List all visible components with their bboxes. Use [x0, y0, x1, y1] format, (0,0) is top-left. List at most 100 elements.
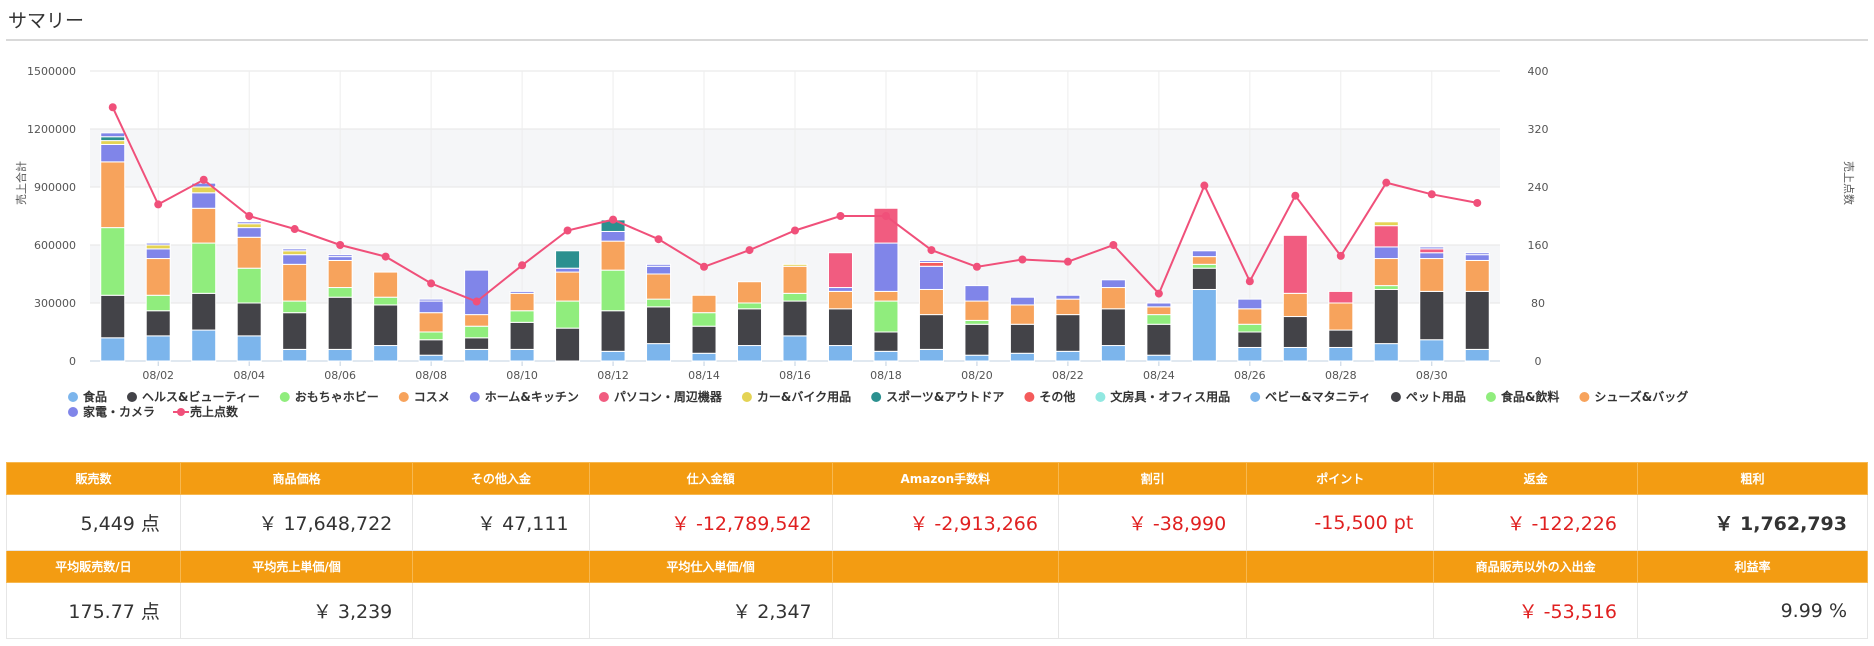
bar-segment — [282, 250, 308, 256]
summary-value-row-2: 175.77 点 ￥ 3,239 ￥ 2,347 ￥ -53,516 9.99 … — [6, 582, 1869, 639]
bar-segment — [464, 348, 490, 362]
bar-segment — [1419, 246, 1445, 250]
x-tick-label: 08/14 — [688, 369, 720, 382]
header-refund: 返金 — [1433, 462, 1638, 495]
bar-segment — [600, 310, 626, 352]
bar-segment — [509, 290, 535, 294]
bar-segment — [509, 310, 535, 323]
line-point — [108, 103, 117, 112]
bar-segment — [827, 345, 853, 362]
header-amazon-fee: Amazon手数料 — [831, 462, 1059, 495]
value-refund: ￥ -122,226 — [1433, 494, 1638, 551]
bar-segment — [1009, 304, 1035, 325]
bar-segment — [418, 300, 444, 314]
line-point — [972, 262, 981, 271]
value-sales-count: 5,449 点 — [6, 494, 181, 551]
bar-segment — [827, 287, 853, 292]
value-product-price: ￥ 17,648,722 — [179, 494, 414, 551]
value-other-income: ￥ 47,111 — [412, 494, 590, 551]
bar-segment — [509, 292, 535, 312]
bar-segment — [464, 314, 490, 327]
line-point — [1245, 277, 1254, 286]
bar-segment — [1464, 290, 1490, 350]
bar-segment — [1009, 323, 1035, 354]
x-tick-label: 08/28 — [1325, 369, 1357, 382]
legend-label: 食品 — [82, 389, 107, 404]
legend-label: パソコン・周辺機器 — [614, 389, 723, 404]
bar-segment — [373, 304, 399, 347]
value-avg-purchase-unit-price: ￥ 2,347 — [588, 582, 833, 639]
legend-symbol — [68, 407, 78, 417]
legend-symbol — [398, 392, 409, 402]
line-point — [336, 241, 345, 249]
bar-segment — [1328, 346, 1354, 362]
bar-segment — [236, 267, 262, 304]
bar-segment — [100, 132, 126, 138]
legend-label: 家電・カメラ — [83, 404, 155, 419]
legend-label: 売上点数 — [190, 404, 239, 419]
bar-segment — [373, 296, 399, 306]
value-amazon-fee: ￥ -2,913,266 — [831, 494, 1059, 551]
bar-segment — [918, 288, 944, 316]
line-point — [472, 297, 481, 306]
bar-segment — [1100, 279, 1126, 289]
line-point — [1336, 251, 1345, 260]
bar-segment — [827, 252, 853, 289]
bar-segment — [191, 329, 217, 362]
bar-segment — [782, 263, 808, 267]
bar-segment — [236, 302, 262, 337]
bar-segment — [1009, 352, 1035, 362]
bar-segment — [1373, 246, 1399, 260]
line-point — [518, 261, 527, 270]
bar-segment — [236, 223, 262, 229]
y2-tick-label: 160 — [1528, 239, 1549, 252]
x-tick-label: 08/08 — [415, 369, 447, 382]
bar-segment — [100, 337, 126, 362]
bar-segment — [964, 354, 990, 362]
bar-segment — [145, 242, 171, 246]
bar-segment — [918, 265, 944, 290]
y-tick-label: 1200000 — [27, 123, 76, 136]
bar-segment — [282, 254, 308, 265]
bar-segment — [646, 265, 672, 275]
bar-segment — [964, 323, 990, 356]
bar-segment — [1419, 258, 1445, 292]
bar-segment — [1191, 263, 1217, 269]
bar-segment — [873, 331, 899, 352]
bar-segment — [1419, 248, 1445, 254]
line-point — [927, 246, 936, 255]
page-title: サマリー — [8, 10, 85, 32]
line-point — [1109, 241, 1118, 249]
bar-segment — [327, 259, 353, 289]
bar-segment — [1191, 256, 1217, 265]
bar-segment — [1464, 259, 1490, 292]
bar-segment — [418, 354, 444, 362]
x-tick-label: 08/04 — [233, 369, 265, 382]
bar-segment — [1191, 250, 1217, 258]
value-purchase-amount: ￥ -12,789,542 — [588, 494, 833, 551]
bar-segment — [418, 339, 444, 356]
y-tick-label: 300000 — [34, 297, 76, 310]
bar-segment — [1464, 252, 1490, 256]
value-non-sales-cashflow: ￥ -53,516 — [1433, 582, 1638, 639]
header-other-income: その他入金 — [412, 462, 590, 495]
bar-segment — [873, 242, 899, 292]
legend-symbol — [1095, 392, 1106, 402]
bar-segment — [737, 302, 763, 310]
bar-segment — [782, 335, 808, 362]
line-point — [836, 212, 845, 220]
bar-segment — [191, 186, 217, 194]
bar-segment — [964, 285, 990, 302]
bar-segment — [827, 290, 853, 310]
summary-table: 販売数 商品価格 その他入金 仕入金額 Amazon手数料 割引 ポイント 返金… — [6, 462, 1869, 639]
bar-segment — [1237, 298, 1263, 310]
bar-segment — [1055, 298, 1081, 316]
bar-segment — [1191, 288, 1217, 362]
value-avg-sales-per-day: 175.77 点 — [6, 582, 181, 639]
bar-segment — [646, 273, 672, 300]
bar-segment — [600, 230, 626, 242]
legend-label: シューズ&バッグ — [1594, 389, 1688, 404]
bar-segment — [509, 321, 535, 350]
bar-segment — [1464, 348, 1490, 362]
bar-segment — [646, 306, 672, 345]
